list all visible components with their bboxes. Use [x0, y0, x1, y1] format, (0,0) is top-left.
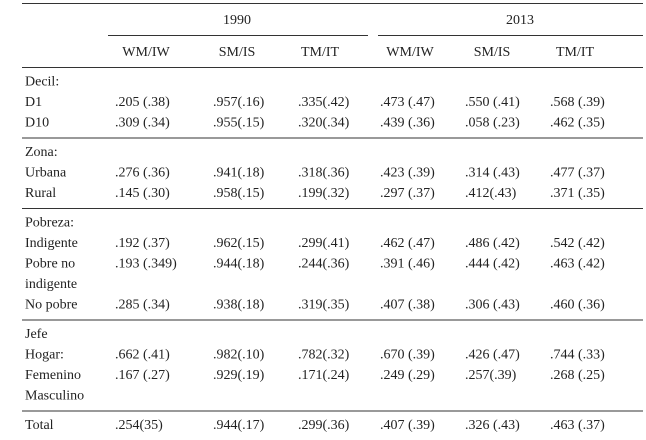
cell: .192 (.37)	[115, 236, 170, 251]
cell: .249 (.29)	[380, 368, 435, 383]
cell: .285 (.34)	[115, 298, 170, 313]
cell: .299(.36)	[298, 418, 350, 433]
cell: .199(.32)	[298, 186, 350, 201]
cell: .412(.43)	[465, 186, 517, 201]
cell: .268 (.25)	[550, 368, 605, 383]
cell: .058 (.23)	[465, 116, 520, 131]
cell: .314 (.43)	[465, 166, 520, 181]
cell: .782(.32)	[298, 348, 350, 363]
cell: .957(.16)	[213, 95, 265, 110]
cell: .462 (.47)	[380, 236, 435, 251]
year-header: 1990	[223, 13, 251, 28]
cell: .171(.24)	[298, 368, 350, 383]
cell: .941(.18)	[213, 166, 265, 181]
row-label: Decil:	[25, 75, 59, 90]
cell: .944(.17)	[213, 418, 265, 433]
column-header: TM/IT	[556, 45, 595, 60]
cell: .297 (.37)	[380, 186, 435, 201]
cell: .407 (.38)	[380, 298, 435, 313]
row-label: Pobre no	[25, 257, 75, 272]
row-label: Femenino	[25, 368, 81, 383]
cell: .326 (.43)	[465, 418, 520, 433]
cell: .257(.39)	[465, 368, 517, 383]
cell: .929(.19)	[213, 368, 265, 383]
cell: .426 (.47)	[465, 348, 520, 363]
cell: .371 (.35)	[550, 186, 605, 201]
column-header: SM/IS	[219, 45, 256, 60]
row-label: Masculino	[25, 389, 84, 404]
cell: .958(.15)	[213, 186, 265, 201]
cell: .550 (.41)	[465, 95, 520, 110]
column-header: WM/IW	[122, 45, 170, 60]
cell: .962(.15)	[213, 236, 265, 251]
row-label: Jefe	[25, 327, 48, 342]
cell: .944(.18)	[213, 257, 265, 272]
cell: .407 (.39)	[380, 418, 435, 433]
year-header: 2013	[506, 13, 534, 28]
cell: .309 (.34)	[115, 116, 170, 131]
cell: .335(.42)	[298, 95, 350, 110]
column-header: TM/IT	[301, 45, 340, 60]
column-header: WM/IW	[386, 45, 434, 60]
cell: .320(.34)	[298, 116, 350, 131]
row-label: Total	[25, 418, 54, 433]
row-label: Rural	[25, 186, 56, 201]
cell: .319(.35)	[298, 298, 350, 313]
column-header: SM/IS	[474, 45, 511, 60]
row-label: Zona:	[25, 145, 58, 160]
cell: .193 (.349)	[115, 257, 177, 272]
cell: .254(35)	[115, 418, 163, 433]
cell: .145 (.30)	[115, 186, 170, 201]
cell: .306 (.43)	[465, 298, 520, 313]
cell: .463 (.42)	[550, 257, 605, 272]
row-label: No pobre	[25, 298, 78, 313]
cell: .463 (.37)	[550, 418, 605, 433]
cell: .318(.36)	[298, 166, 350, 181]
cell: .205 (.38)	[115, 95, 170, 110]
cell: .244(.36)	[298, 257, 350, 272]
cell: .391 (.46)	[380, 257, 435, 272]
cell: .423 (.39)	[380, 166, 435, 181]
cell: .439 (.36)	[380, 116, 435, 131]
cell: .662 (.41)	[115, 348, 170, 363]
row-label: Pobreza:	[25, 216, 74, 231]
cell: .744 (.33)	[550, 348, 605, 363]
cell: .462 (.35)	[550, 116, 605, 131]
cell: .955(.15)	[213, 116, 265, 131]
cell: .542 (.42)	[550, 236, 605, 251]
row-label: D1	[25, 95, 42, 110]
cell: .938(.18)	[213, 298, 265, 313]
cell: .670 (.39)	[380, 348, 435, 363]
cell: .477 (.37)	[550, 166, 605, 181]
cell: .167 (.27)	[115, 368, 170, 383]
row-label: Indigente	[25, 236, 78, 251]
row-label: Hogar:	[25, 348, 64, 363]
cell: .460 (.36)	[550, 298, 605, 313]
row-label: D10	[25, 116, 49, 131]
row-label: Urbana	[25, 166, 67, 181]
cell: .982(.10)	[213, 348, 265, 363]
cell: .276 (.36)	[115, 166, 170, 181]
cell: .568 (.39)	[550, 95, 605, 110]
cell: .486 (.42)	[465, 236, 520, 251]
cell: .299(.41)	[298, 236, 350, 251]
row-label: indigente	[25, 277, 77, 292]
cell: .473 (.47)	[380, 95, 435, 110]
cell: .444 (.42)	[465, 257, 520, 272]
